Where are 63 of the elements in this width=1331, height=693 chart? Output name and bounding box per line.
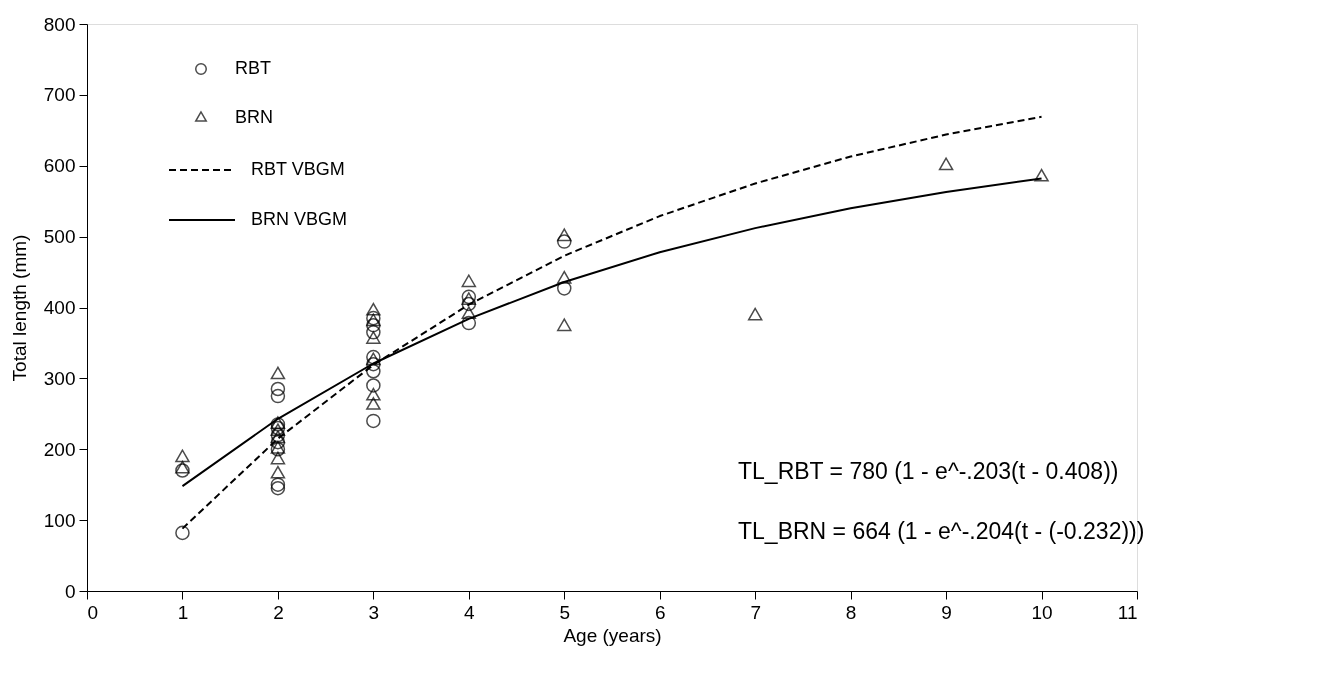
- point: [366, 378, 381, 393]
- x-tick-label: 6: [654, 601, 666, 623]
- point: [461, 306, 477, 320]
- y-tick-label: 0: [64, 580, 76, 602]
- legend-label: BRN VBGM: [251, 209, 348, 229]
- point: [366, 317, 381, 333]
- x-tick-label: 2: [273, 601, 284, 623]
- point: [270, 381, 286, 397]
- y-tick-label: 200: [43, 438, 76, 460]
- y-tick-label: 400: [43, 297, 76, 318]
- point: [461, 296, 477, 312]
- point: [747, 307, 763, 321]
- point: [270, 465, 286, 479]
- point: [270, 477, 286, 492]
- point: [461, 315, 477, 331]
- x-tick-label: 3: [368, 601, 380, 623]
- y-axis-title: Total length (mm): [8, 234, 30, 382]
- x-tick-label: 8: [845, 601, 857, 623]
- point: [270, 434, 286, 450]
- point: [366, 387, 381, 401]
- y-tick-label: 500: [43, 226, 76, 248]
- point: [366, 356, 381, 372]
- y-tick-label: 300: [43, 367, 76, 389]
- legend-label: RBT VBGM: [251, 159, 345, 179]
- point: [270, 388, 286, 404]
- y-tick-label: 800: [43, 13, 76, 35]
- point: [938, 157, 954, 171]
- y-tick-label: 100: [43, 509, 76, 531]
- legend-label: BRN: [235, 107, 274, 127]
- point: [557, 228, 572, 242]
- annotation: TL_BRN = 664 (1 - e^-.204(t - (-0.232))): [738, 518, 1145, 544]
- point: [366, 325, 381, 340]
- point: [366, 331, 381, 344]
- x-tick-label: 1: [177, 601, 189, 623]
- point: [366, 413, 381, 429]
- point: [557, 318, 572, 332]
- point: [366, 302, 381, 316]
- point: [175, 449, 190, 463]
- point: [270, 366, 286, 380]
- point: [175, 463, 190, 478]
- legend-label: RBT: [235, 58, 271, 78]
- point: [366, 397, 381, 410]
- x-tick-label: 11: [1117, 601, 1138, 623]
- x-tick-label: 0: [87, 601, 99, 623]
- annotation: TL_RBT = 780 (1 - e^-.203(t - 0.408)): [738, 458, 1119, 484]
- y-tick-label: 700: [43, 84, 76, 106]
- y-tick-label: 600: [43, 155, 76, 177]
- point: [175, 460, 190, 474]
- point: [557, 270, 572, 284]
- point: [366, 364, 381, 379]
- point: [1034, 168, 1049, 182]
- point: [270, 480, 286, 496]
- point: [461, 274, 477, 288]
- point: [270, 451, 286, 465]
- x-axis-title: Age (years): [563, 624, 662, 646]
- x-tick-label: 10: [1031, 601, 1053, 623]
- x-tick-label: 7: [750, 601, 761, 623]
- x-tick-label: 9: [941, 601, 952, 623]
- x-tick-label: 4: [464, 601, 476, 623]
- point: [557, 234, 572, 249]
- point: [175, 525, 190, 541]
- point: [557, 281, 572, 296]
- x-tick-label: 5: [559, 601, 571, 623]
